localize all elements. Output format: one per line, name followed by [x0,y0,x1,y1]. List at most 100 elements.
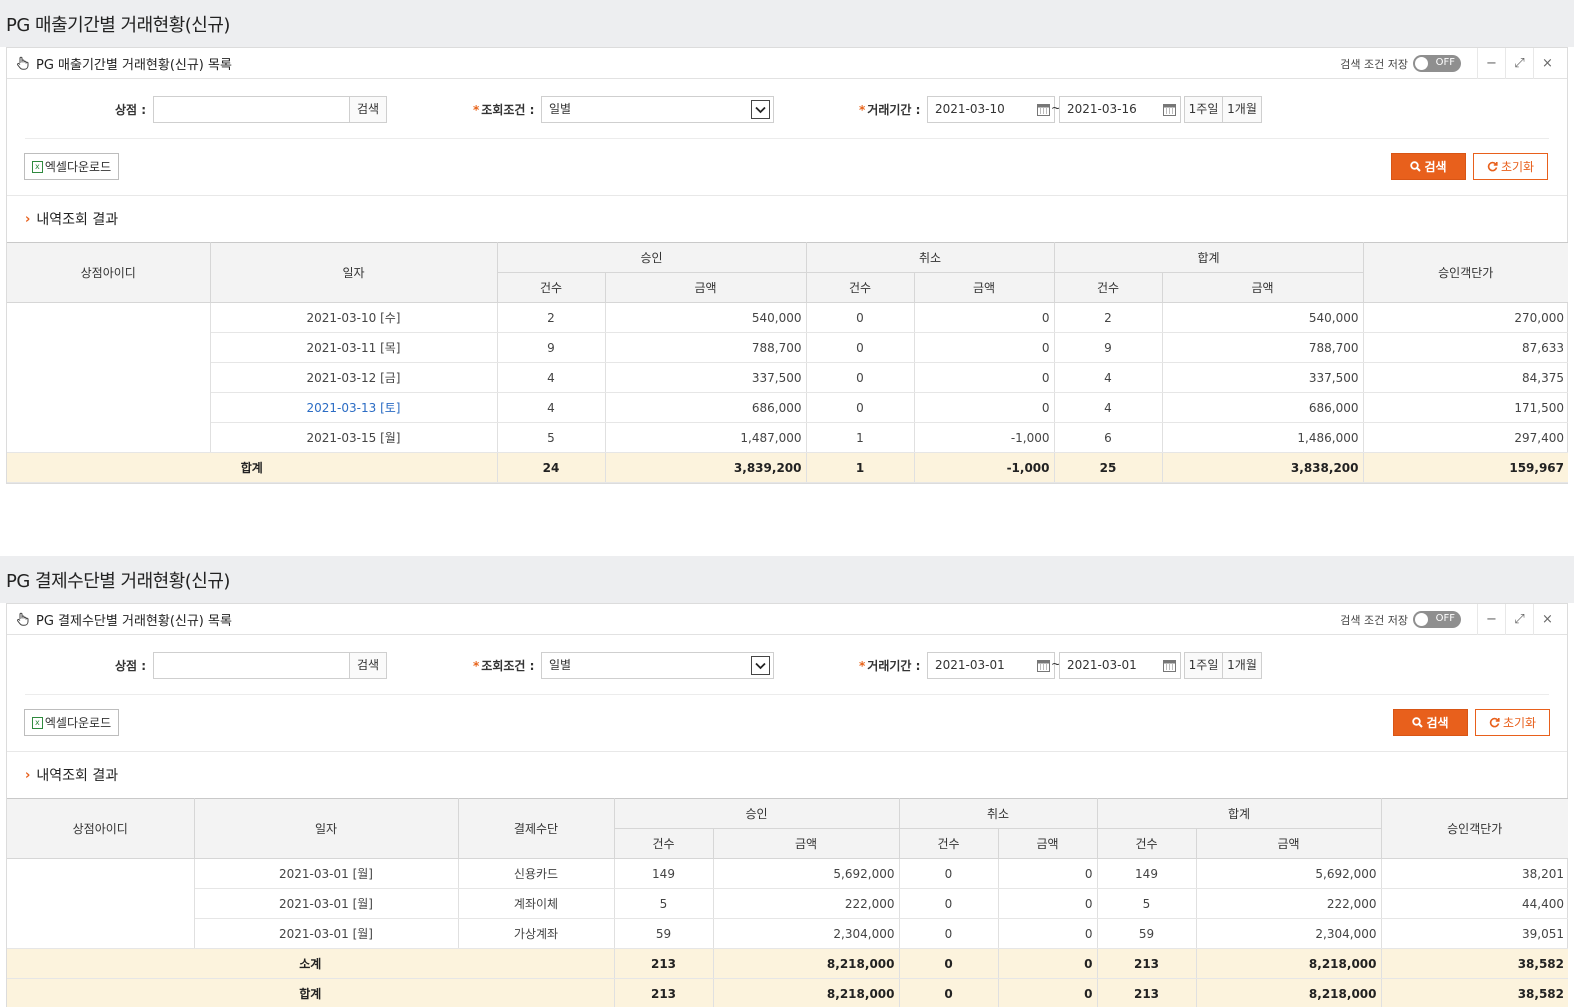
header-amount: 금액 [712,828,900,859]
excel-download-label: 엑셀다운로드 [44,160,112,174]
approve-amount-cell: 1,487,000 [605,422,807,453]
cancel-amount-cell: 0 [998,948,1098,979]
total-count-cell: 4 [1054,392,1163,423]
date-cell-link[interactable]: 2021-03-13 [토] [210,392,498,423]
unit-price-cell: 297,400 [1363,422,1568,453]
date-cell: 2021-03-01 [월] [194,918,459,949]
cancel-amount-cell: 0 [914,302,1055,333]
subtotal-row: 소계 213 8,218,000 0 0 213 8,218,000 38,58… [7,948,1568,979]
date-from-input[interactable]: 2021-03-10 [927,96,1055,123]
total-count-cell: 213 [1097,978,1197,1007]
close-icon[interactable]: × [1533,48,1561,79]
panel-title: PG 매출기간별 거래현황(신규) 목록 [36,57,232,73]
store-input[interactable] [153,96,350,123]
store-id-cell [7,302,211,453]
payment-method-cell: 신용카드 [458,858,615,889]
approve-amount-cell: 3,839,200 [605,452,807,483]
total-amount-cell: 686,000 [1162,392,1364,423]
unit-price-cell: 39,051 [1381,918,1568,949]
one-month-button[interactable]: 1개월 [1222,96,1262,123]
condition-select[interactable]: 일별 [541,96,774,123]
date-cell: 2021-03-01 [월] [194,858,459,889]
search-button[interactable]: 검색 [1393,709,1468,736]
table-row: 2021-03-12 [금] 4 337,500 0 0 4 337,500 8… [7,362,1568,393]
cancel-count-cell: 0 [806,362,915,393]
reset-button[interactable]: 초기화 [1475,709,1550,736]
approve-amount-cell: 540,000 [605,302,807,333]
header-cancel: 취소 [898,798,1098,829]
one-week-button[interactable]: 1주일 [1184,652,1223,679]
result-section-title: › 내역조회 결과 [7,196,1567,242]
header-total: 합계 [1096,798,1382,829]
cancel-count-cell: 0 [806,302,915,333]
action-bar: x 엑셀다운로드 검색 초기화 [7,695,1567,752]
maximize-icon[interactable]: ⤢ [1505,604,1533,635]
period-label: * 거래기간 : [859,103,921,117]
page-title: PG 매출기간별 거래현황(신규) [6,14,230,36]
reset-button[interactable]: 초기화 [1473,153,1548,180]
chevron-right-icon: › [25,767,31,783]
panel-title: PG 결제수단별 거래현황(신규) 목록 [36,613,232,629]
total-amount-cell: 5,692,000 [1196,858,1382,889]
list-panel: PG 결제수단별 거래현황(신규) 목록 검색 조건 저장 OFF − ⤢ × … [6,603,1568,1007]
approve-count-cell: 5 [614,888,714,919]
approve-amount-cell: 8,218,000 [713,948,900,979]
total-count-cell: 6 [1054,422,1163,453]
one-week-button[interactable]: 1주일 [1184,96,1223,123]
hand-pointer-icon [15,56,29,70]
cancel-amount-cell: 0 [998,978,1098,1007]
refresh-icon [1487,161,1498,172]
calendar-icon [1163,104,1176,116]
excel-download-button[interactable]: x 엑셀다운로드 [24,153,119,180]
approve-amount-cell: 222,000 [713,888,900,919]
header-amount: 금액 [604,272,807,303]
save-condition-label: 검색 조건 저장 [1340,57,1408,71]
date-to-input[interactable]: 2021-03-01 [1059,652,1181,679]
date-to-input[interactable]: 2021-03-16 [1059,96,1181,123]
cancel-count-cell: 0 [899,858,999,889]
search-icon [1412,717,1424,728]
approve-count-cell: 213 [614,978,714,1007]
total-count-cell: 59 [1097,918,1197,949]
excel-download-button[interactable]: x 엑셀다운로드 [24,709,119,736]
unit-price-cell: 38,582 [1381,948,1568,979]
search-button-label: 검색 [1424,160,1447,174]
maximize-icon[interactable]: ⤢ [1505,48,1533,79]
search-form: 상점 : 검색 * 조회조건 : 일별 * 거래기간 : 2021-03-01 ~ … [25,635,1549,695]
unit-price-cell: 159,967 [1363,452,1568,483]
save-condition-toggle[interactable]: OFF [1413,55,1461,72]
minimize-icon[interactable]: − [1477,48,1505,79]
page-title: PG 결제수단별 거래현황(신규) [6,570,230,592]
date-from-input[interactable]: 2021-03-01 [927,652,1055,679]
header-approve: 승인 [613,798,900,829]
condition-label: * 조회조건 : [473,103,535,117]
store-search-button[interactable]: 검색 [349,96,387,123]
condition-select[interactable]: 일별 [541,652,774,679]
header-count: 건수 [805,272,915,303]
unit-price-cell: 171,500 [1363,392,1568,423]
condition-label: * 조회조건 : [473,659,535,673]
page-title-bar: PG 매출기간별 거래현황(신규) [0,0,1574,47]
date-tilde: ~ [1051,101,1062,115]
cancel-amount-cell: -1,000 [914,452,1055,483]
total-amount-cell: 3,838,200 [1162,452,1364,483]
one-month-button[interactable]: 1개월 [1222,652,1262,679]
total-amount-cell: 1,486,000 [1162,422,1364,453]
close-icon[interactable]: × [1533,604,1561,635]
date-tilde: ~ [1051,657,1062,671]
store-input[interactable] [153,652,350,679]
header-payment-method: 결제수단 [457,798,615,859]
calendar-icon [1037,104,1050,116]
header-unit-price: 승인객단가 [1380,798,1568,859]
minimize-icon[interactable]: − [1477,604,1505,635]
cancel-count-cell: 1 [806,422,915,453]
cancel-count-cell: 0 [899,978,999,1007]
search-button[interactable]: 검색 [1391,153,1466,180]
approve-count-cell: 2 [497,302,606,333]
table-row: 2021-03-01 [월] 신용카드 149 5,692,000 0 0 14… [7,858,1568,949]
save-condition-toggle[interactable]: OFF [1413,611,1461,628]
store-search-button[interactable]: 검색 [349,652,387,679]
header-amount: 금액 [1195,828,1381,859]
date-from-value: 2021-03-01 [935,658,1005,672]
total-amount-cell: 8,218,000 [1196,978,1382,1007]
